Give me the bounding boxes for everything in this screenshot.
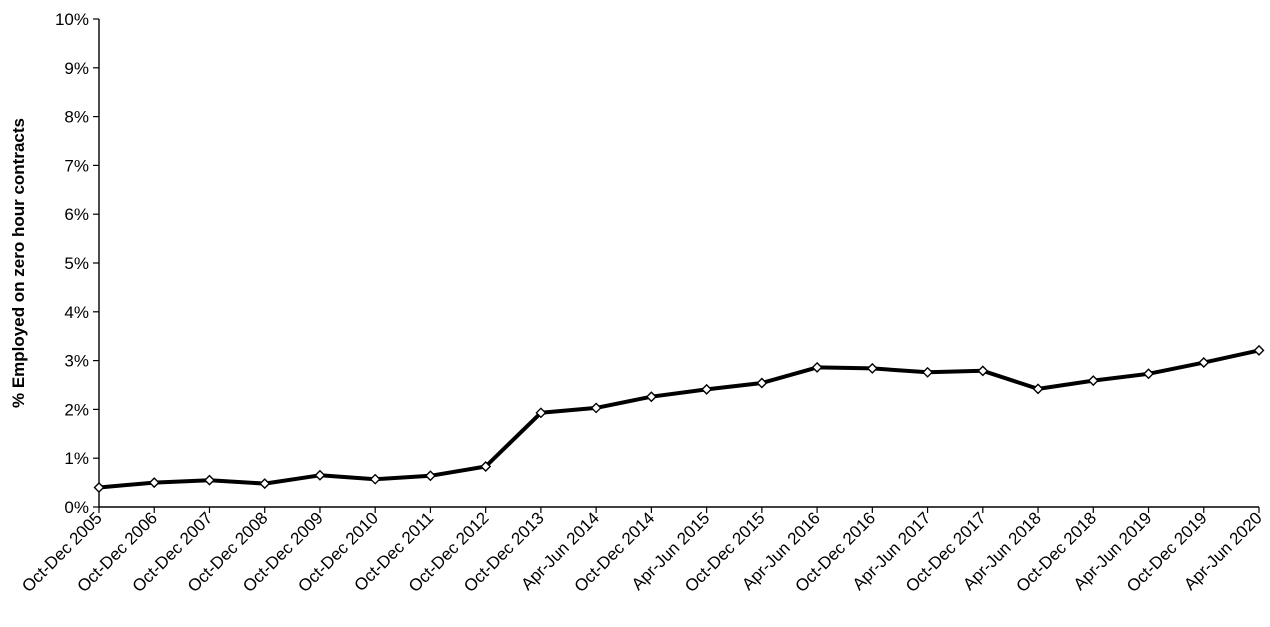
data-point-marker <box>1087 375 1099 387</box>
data-point-marker <box>756 377 768 389</box>
y-tick-label: 5% <box>64 254 89 273</box>
data-point-marker <box>424 470 436 482</box>
y-tick-label: 4% <box>64 303 89 322</box>
y-tick-label: 7% <box>64 156 89 175</box>
data-point-marker <box>1143 368 1155 380</box>
y-tick-label: 10% <box>55 10 89 29</box>
data-point-marker <box>259 478 271 490</box>
y-tick-label: 1% <box>64 449 89 468</box>
data-point-marker <box>1253 344 1265 356</box>
series-line <box>97 348 1261 490</box>
y-axis-title: % Employed on zero hour contracts <box>9 118 28 408</box>
data-point-marker <box>1032 383 1044 395</box>
data-point-marker <box>369 473 381 485</box>
data-point-marker <box>590 402 602 414</box>
data-point-marker <box>535 407 547 419</box>
data-point-marker <box>314 469 326 481</box>
data-point-marker <box>701 383 713 395</box>
axes <box>98 19 1259 508</box>
data-point-marker <box>148 477 160 489</box>
data-point-marker <box>480 461 492 472</box>
data-point-marker <box>645 391 657 403</box>
y-axis-ticks: 0% 1% 2% 3% 4% 5% 6% 7% 8% 9% 10% <box>55 10 99 517</box>
y-tick-label: 2% <box>64 400 89 419</box>
data-point-marker <box>866 362 878 374</box>
data-point-marker <box>811 361 823 373</box>
data-point-marker <box>977 365 989 377</box>
y-tick-label: 8% <box>64 108 89 127</box>
y-tick-label: 6% <box>64 205 89 224</box>
y-tick-label: 9% <box>64 59 89 78</box>
series-layer <box>93 344 1265 493</box>
y-tick-label: 0% <box>64 498 89 517</box>
data-point-marker <box>1198 357 1210 369</box>
data-point-marker <box>922 366 934 378</box>
data-point-marker <box>93 481 105 493</box>
data-point-marker <box>203 474 215 486</box>
y-tick-label: 3% <box>64 352 89 371</box>
